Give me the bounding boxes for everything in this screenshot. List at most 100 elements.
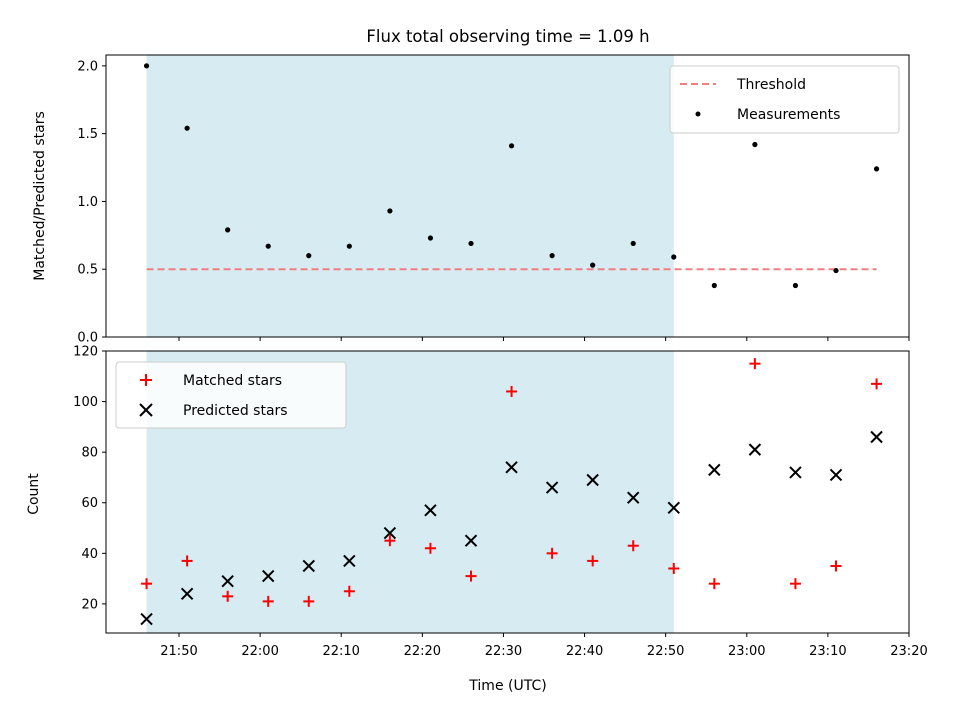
count-x-tick-label: 21:50	[160, 644, 197, 659]
measurement-point	[387, 208, 393, 214]
predicted-star-mark	[424, 504, 437, 517]
count-points	[140, 358, 883, 626]
count-legend: Matched stars Predicted stars	[115, 361, 347, 429]
count-y-tick-label: 40	[81, 547, 98, 562]
count-x-tick-label: 22:40	[566, 644, 603, 659]
predicted-star-point	[424, 504, 437, 517]
count-y-tick-label: 20	[81, 597, 98, 612]
predicted-star-mark	[586, 473, 599, 487]
matched-star-point	[262, 595, 274, 607]
predicted-star-point	[505, 461, 518, 474]
ratio-legend: Threshold Measurements	[669, 65, 900, 134]
ratio-y-tick-label: 0.0	[77, 331, 98, 346]
measurement-point	[711, 282, 717, 289]
count-y-axis-label: Count	[26, 473, 42, 515]
ratio-y-tick-label: 1.0	[77, 195, 98, 210]
predicted-star-mark	[343, 554, 356, 568]
count-y-tick-label: 100	[73, 395, 98, 410]
matched-star-point	[465, 570, 477, 582]
predicted-star-point	[708, 463, 721, 477]
count-legend-box	[115, 361, 347, 429]
count-y-tick-label: 120	[73, 345, 98, 360]
count-x-tick-label: 22:00	[241, 644, 278, 659]
measurement-point	[143, 63, 150, 69]
predicted-star-point	[789, 466, 802, 479]
measurement-point	[752, 141, 758, 148]
measurement-point	[265, 243, 271, 249]
measurement-point	[468, 240, 474, 247]
predicted-star-mark	[708, 463, 721, 477]
predicted-star-point	[627, 491, 640, 504]
legend-predicted-label: Predicted stars	[183, 403, 288, 419]
predicted-star-point	[262, 569, 275, 583]
predicted-star-point	[464, 534, 478, 547]
predicted-star-mark	[627, 491, 640, 504]
predicted-star-point	[667, 501, 680, 515]
ratio-shaded-region	[146, 55, 674, 337]
ratio-y-tick-label: 1.5	[77, 127, 98, 142]
ratio-y-axis: 0.0 0.5 1.0 1.5 2.0	[77, 59, 106, 346]
predicted-star-mark	[505, 461, 518, 474]
predicted-star-point	[302, 559, 315, 573]
matched-star-point	[627, 540, 639, 552]
measurement-point	[427, 235, 434, 241]
predicted-star-point	[545, 481, 559, 494]
predicted-star-mark	[545, 481, 559, 494]
count-y-tick-label: 80	[81, 446, 98, 461]
measurement-point	[833, 267, 839, 274]
predicted-star-mark	[464, 534, 478, 547]
measurement-point	[346, 243, 352, 249]
count-y-tick-label: 60	[81, 496, 98, 511]
matched-star-point	[181, 555, 193, 567]
predicted-star-point	[343, 554, 356, 568]
predicted-star-point	[586, 473, 599, 487]
legend-predicted-swatch	[139, 403, 153, 417]
predicted-star-point	[140, 612, 153, 626]
predicted-star-mark	[383, 526, 397, 540]
matched-star-point	[789, 578, 801, 590]
matched-star-point	[141, 578, 153, 590]
count-y-axis: 20 40 60 80 100 120	[73, 345, 106, 612]
measurement-points	[143, 63, 880, 289]
count-x-tick-label: 23:20	[890, 644, 927, 659]
matched-star-point	[587, 555, 599, 567]
matched-star-point	[871, 378, 883, 390]
ratio-x-ticks	[178, 337, 910, 341]
ratio-y-axis-label: Matched/Predicted stars	[32, 111, 48, 281]
predicted-star-point	[180, 587, 194, 601]
count-x-tick-label: 22:30	[485, 644, 522, 659]
predicted-star-point	[748, 443, 762, 456]
ratio-panel: 0.00.51.01.52.0 Matched/Predicted stars …	[32, 54, 910, 346]
matched-star-point	[708, 578, 720, 590]
chart-title: Flux total observing time = 1.09 h	[366, 27, 649, 46]
matched-star-point	[749, 358, 761, 370]
count-x-axis: 21:50 22:00 22:10 22:20 22:30 22:40 22:50 23:00…	[160, 633, 928, 659]
measurement-point	[792, 282, 799, 289]
matched-star-point	[384, 535, 396, 547]
x-axis-label: Time (UTC)	[468, 678, 546, 694]
count-x-tick-label: 23:00	[728, 644, 765, 659]
ratio-y-tick-label: 2.0	[77, 59, 98, 74]
ratio-legend-box	[669, 65, 900, 134]
predicted-star-mark	[870, 430, 883, 444]
count-panel: 20 40 60 80 100 120 21:50 22:00 22:10 22:20 22:30…	[26, 345, 928, 695]
measurement-point	[590, 262, 596, 268]
ratio-y-tick-label: 0.5	[77, 263, 98, 278]
matched-star-point	[343, 585, 355, 597]
measurement-point	[549, 253, 555, 259]
count-x-tick-label: 22:20	[404, 644, 441, 659]
measurement-point	[225, 227, 231, 233]
predicted-star-mark	[180, 587, 194, 601]
matched-star-point	[424, 542, 436, 554]
matched-star-point	[222, 590, 234, 602]
predicted-star-mark	[829, 468, 843, 482]
legend-measurements-label: Measurements	[737, 107, 840, 123]
legend-matched-label: Matched stars	[183, 373, 282, 389]
legend-matched-swatch	[140, 374, 152, 386]
predicted-star-mark	[140, 612, 153, 626]
measurement-point	[671, 254, 677, 260]
count-x-tick-label: 22:50	[647, 644, 684, 659]
count-x-tick-label: 23:10	[809, 644, 846, 659]
measurement-point	[508, 143, 515, 149]
